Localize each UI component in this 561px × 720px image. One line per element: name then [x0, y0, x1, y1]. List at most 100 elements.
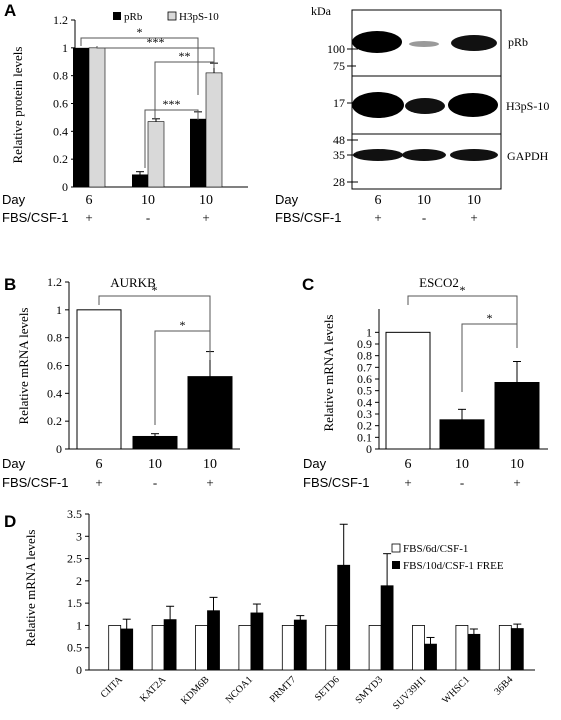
blot-label-gapdh: GAPDH: [507, 149, 549, 163]
panel-letter-b: B: [4, 275, 16, 294]
panel-letter-d: D: [4, 512, 16, 531]
panel-d-category-label-2: KDM6B: [179, 674, 212, 707]
panel-d-bar-0-1: [151, 625, 165, 671]
panel-b-ytick-label-5: 1: [56, 303, 62, 317]
panel-d-bar-0-7: [412, 625, 425, 671]
panel-a-day-label: Day: [2, 192, 26, 207]
panel-d-bar-1-1: [163, 619, 177, 671]
panel-a-sig-bracket-2-star: ***: [147, 35, 165, 49]
panel-c-ytick-label-0: 0: [366, 442, 372, 456]
panel-a-bar-prb-1: [132, 174, 148, 187]
panel-c-ytick-label-8: 0.8: [357, 349, 372, 363]
blot-band-h3-1: [352, 92, 404, 118]
blot-fbs-label: FBS/CSF-1: [275, 210, 341, 225]
blot-label-h3: H3pS-10: [506, 99, 549, 113]
blot-marker-100: 100: [327, 42, 345, 56]
panel-a-ytick-label-4: 0.8: [53, 69, 68, 83]
panel-d-category-label-5: SETD6: [313, 674, 342, 703]
panel-c-sig-bracket-2-star: *: [487, 311, 493, 325]
blot-label-prb: pRb: [508, 35, 528, 49]
blot-sign-3: +: [470, 210, 477, 225]
panel-d-category-label-0: CIITA: [99, 674, 126, 701]
panel-b-ylabel: Relative mRNA levels: [16, 308, 31, 425]
panel-b-day-3: 10: [203, 457, 217, 472]
blot-marker-75: 75: [333, 59, 345, 73]
legend-d-s2-swatch: [392, 561, 400, 569]
panel-c-ytick-label-6: 0.6: [357, 372, 372, 386]
blot-marker-17: 17: [333, 96, 345, 110]
panel-letter-c: C: [302, 275, 314, 294]
panel-a-fbs-label: FBS/CSF-1: [2, 210, 68, 225]
legend-a-prb-label: pRb: [124, 11, 143, 23]
western-blot: kDa 100 75 pRb 17 H3pS-10 48: [311, 4, 549, 190]
panel-d-bar-0-8: [455, 625, 469, 671]
panel-b-bar-2: [187, 376, 233, 450]
blot-day-2: 10: [417, 193, 431, 208]
blot-panel-h3: 17 H3pS-10: [333, 75, 549, 135]
blot-band-h3-2: [405, 98, 445, 114]
panel-b-ytick-label-3: 0.6: [47, 359, 62, 373]
panel-b-ytick-label-6: 1.2: [47, 275, 62, 289]
panel-d-category-label-1: KAT2A: [138, 674, 169, 705]
panel-a-sig-bracket-2: [96, 46, 215, 68]
panel-a-conditions: Day FBS/CSF-1 6 10 10 + - +: [2, 192, 213, 225]
panel-c-ytick-label-10: 1: [366, 325, 372, 339]
blot-sign-1: +: [374, 210, 381, 225]
panel-a-ylabel: Relative protein levels: [10, 47, 25, 164]
panel-b-sig-bracket-2: [154, 330, 211, 425]
panel-d-ytick-label-7: 3.5: [67, 507, 82, 521]
panel-b-day-label: Day: [2, 456, 26, 471]
blot-kda-label: kDa: [311, 4, 332, 18]
panel-d-category-label-7: SUV39H1: [391, 674, 429, 712]
legend-a-prb-swatch: [113, 12, 121, 20]
panel-a-sig-bracket-4-star: ***: [163, 97, 181, 111]
panel-a-ytick-label-6: 1.2: [53, 13, 68, 27]
panel-d-bar-0-6: [368, 625, 382, 671]
panel-b-bar-0: [76, 309, 122, 450]
panel-d-category-label-9: 36B4: [492, 674, 515, 697]
panel-b-day-2: 10: [148, 457, 162, 472]
panel-d-bar-1-2: [207, 610, 220, 671]
panel-c-day-2: 10: [455, 457, 469, 472]
panel-d-ytick-label-2: 1: [76, 618, 82, 632]
panel-d-bar-1-7: [424, 643, 437, 671]
blot-band-h3-3: [448, 93, 498, 117]
blot-marker-35: 35: [333, 148, 345, 162]
panel-a-ytick-label-2: 0.4: [53, 124, 68, 138]
blot-band-prb-3: [451, 35, 497, 51]
panel-d-chart: 0 0.5 1 1.5 2 2.5 3 3.5 CIITA KAT2A KDM6B NCOA1 PRMT…: [67, 507, 535, 712]
panel-a-chart: 00.20.40.60.811.2*********: [53, 13, 248, 194]
panel-a-bar-h3-1: [147, 121, 165, 188]
panel-c-ytick-label-9: 0.9: [357, 337, 372, 351]
panel-c-sig-bracket-2: [461, 323, 518, 392]
panel-a-sign-1: +: [85, 210, 92, 225]
panel-c-ytick-label-2: 0.2: [357, 419, 372, 433]
panel-d-ytick-label-5: 2.5: [67, 552, 82, 566]
panel-blot-conditions: Day FBS/CSF-1 6 10 10 + - +: [275, 192, 481, 225]
panel-d-category-label-6: SMYD3: [353, 674, 385, 706]
panel-a-sig-bracket-1: [80, 37, 199, 95]
panel-a-ytick-label-1: 0.2: [53, 152, 68, 166]
panel-b-sig-bracket-1: [98, 295, 211, 360]
panel-b-title: AURKB: [110, 275, 156, 290]
legend-a-h3-label: H3pS-10: [179, 11, 219, 23]
panel-d-bar-1-0: [120, 628, 134, 671]
panel-letter-a: A: [4, 1, 16, 20]
panel-c-ytick-label-7: 0.7: [357, 360, 372, 374]
panel-d-ytick-label-1: 0.5: [67, 641, 82, 655]
blot-day-label: Day: [275, 192, 299, 207]
legend-d-s2-label: FBS/10d/CSF-1 FREE: [403, 560, 504, 572]
panel-c-ytick-label-3: 0.3: [357, 407, 372, 421]
panel-d-ytick-label-0: 0: [76, 663, 82, 677]
panel-d-category-label-8: WHSC1: [440, 674, 472, 706]
panel-d-bar-0-0: [108, 625, 122, 671]
panel-b-ytick-label-0: 0: [56, 442, 62, 456]
panel-a-day-3: 10: [199, 193, 213, 208]
blot-marker-48: 48: [333, 133, 345, 147]
panel-d-ytick-label-6: 3: [76, 529, 82, 543]
panel-a-sig-bracket-3-star: **: [179, 49, 191, 63]
panel-a-sig-bracket-1-star: *: [137, 25, 143, 39]
panel-a-day-2: 10: [141, 193, 155, 208]
panel-d-bar-1-6: [380, 585, 394, 671]
